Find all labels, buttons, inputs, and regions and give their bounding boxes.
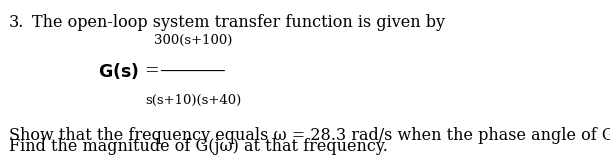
Text: s(s+10)(s+40): s(s+10)(s+40)	[145, 94, 241, 107]
Text: 300(s+100): 300(s+100)	[154, 34, 232, 47]
Text: 3.: 3.	[9, 14, 24, 31]
Text: Show that the frequency equals ω = 28.3 rad/s when the phase angle of G(jω) is -: Show that the frequency equals ω = 28.3 …	[9, 127, 610, 144]
Text: =: =	[144, 62, 159, 79]
Text: The open-loop system transfer function is given by: The open-loop system transfer function i…	[32, 14, 445, 31]
Text: $\mathbf{G(s)}$: $\mathbf{G(s)}$	[98, 61, 138, 81]
Text: Find the magnitude of G(jω) at that frequency.: Find the magnitude of G(jω) at that freq…	[9, 138, 387, 156]
